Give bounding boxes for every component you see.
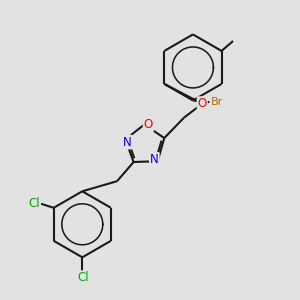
Text: N: N: [123, 136, 131, 148]
Text: Br: Br: [211, 97, 223, 107]
Text: O: O: [144, 118, 153, 131]
Text: Cl: Cl: [28, 197, 40, 210]
Text: N: N: [150, 153, 159, 166]
Text: O: O: [198, 97, 207, 110]
Text: Cl: Cl: [77, 271, 89, 284]
